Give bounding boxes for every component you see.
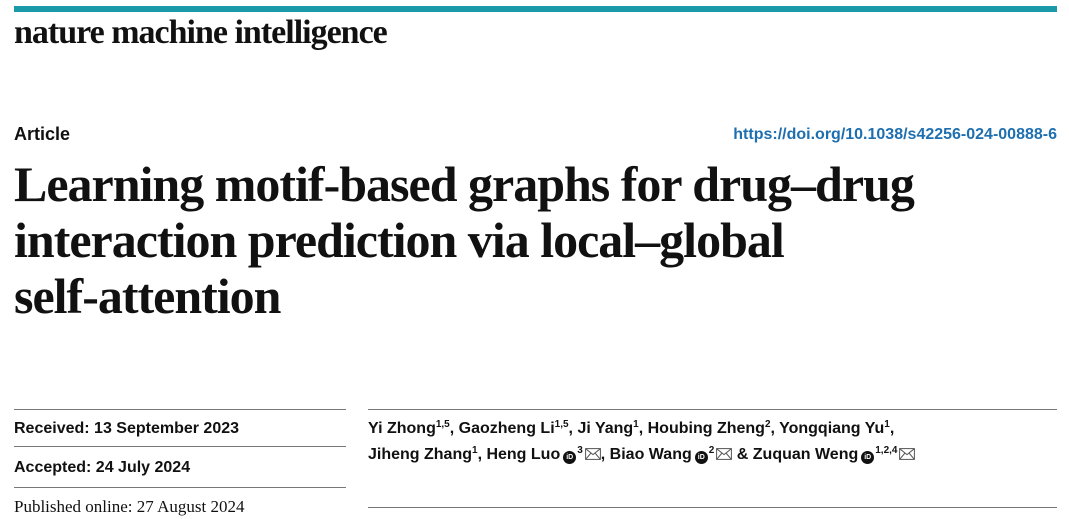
orcid-icon[interactable]: iD (563, 451, 577, 464)
divider (14, 487, 346, 488)
author-name: Yongqiang Yu (779, 420, 885, 437)
affiliation-marker: 1 (472, 445, 478, 456)
author-separator: , (568, 420, 578, 437)
author-name: Yi Zhong (368, 420, 436, 437)
doi-link[interactable]: https://doi.org/10.1038/s42256-024-00888… (733, 126, 1057, 143)
journal-name: nature machine intelligence (14, 14, 388, 51)
journal-header-bar (14, 6, 1057, 12)
author-separator: , (638, 420, 648, 437)
orcid-icon[interactable]: iD (861, 451, 875, 464)
author-separator: , (449, 420, 459, 437)
author: Jiheng Zhang1 (368, 445, 478, 464)
author-name: Heng Luo (486, 446, 561, 463)
author-separator: , (600, 446, 610, 463)
author-list: Yi Zhong1,5, Gaozheng Li1,5, Ji Yang1, H… (368, 416, 1057, 468)
divider (14, 446, 346, 447)
affiliation-marker: 1,5 (554, 419, 569, 430)
affiliation-marker: 2 (708, 445, 715, 456)
published-date: Published online: 27 August 2024 (14, 497, 245, 516)
author: Zuquan Weng iD1,2,4 (752, 445, 916, 464)
author: Gaozheng Li1,5 (458, 419, 569, 438)
author: Yi Zhong1,5 (368, 419, 450, 438)
divider (368, 507, 1057, 508)
article-type-label: Article (14, 124, 71, 144)
affiliation-marker: 1,2,4 (875, 445, 898, 456)
author-name: Houbing Zheng (647, 420, 765, 437)
author-name: Zuquan Weng (752, 446, 859, 463)
author-name: Gaozheng Li (458, 420, 555, 437)
author-separator: , (477, 446, 487, 463)
envelope-icon[interactable] (584, 448, 601, 460)
author-name: Jiheng Zhang (368, 446, 472, 463)
article-title: Learning motif-based graphs for drug–dru… (14, 156, 1054, 324)
author: Heng Luo iD3 (486, 445, 601, 464)
divider (368, 409, 1057, 410)
envelope-icon[interactable] (899, 448, 916, 460)
author-separator: , (770, 420, 780, 437)
affiliation-marker: 1 (633, 419, 639, 430)
affiliation-marker: 2 (764, 419, 771, 430)
affiliation-marker: 1 (884, 419, 890, 430)
received-date: Received: 13 September 2023 (14, 420, 240, 437)
author: Ji Yang1 (577, 419, 639, 438)
orcid-icon[interactable]: iD (694, 451, 708, 464)
author-name: Ji Yang (577, 420, 634, 437)
affiliation-marker: 1,5 (435, 419, 450, 430)
author-separator: & (732, 446, 753, 463)
divider (14, 409, 346, 410)
author-separator: , (889, 420, 895, 437)
author-line: Jiheng Zhang1, Heng Luo iD3, Biao Wang iD2… (368, 442, 1057, 468)
author: Yongqiang Yu1 (779, 419, 890, 438)
author: Houbing Zheng2 (647, 419, 771, 438)
title-line: interaction prediction via local–global (14, 212, 785, 268)
affiliation-marker: 3 (577, 445, 583, 456)
accepted-date: Accepted: 24 July 2024 (14, 459, 191, 476)
title-line: Learning motif-based graphs for drug–dru… (14, 156, 915, 212)
envelope-icon[interactable] (716, 448, 733, 460)
title-line: self-attention (14, 268, 282, 324)
author-name: Biao Wang (609, 446, 692, 463)
author-line: Yi Zhong1,5, Gaozheng Li1,5, Ji Yang1, H… (368, 416, 1057, 442)
author: Biao Wang iD2 (609, 445, 733, 464)
